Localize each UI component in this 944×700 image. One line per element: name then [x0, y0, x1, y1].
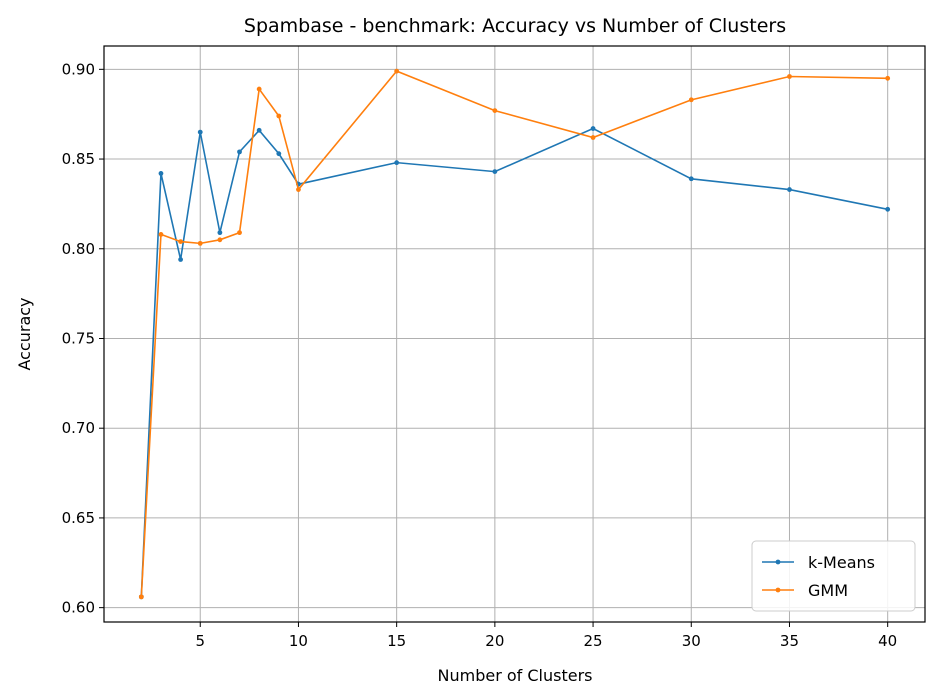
data-point-gmm: [138, 594, 144, 600]
series-layer: [138, 68, 891, 600]
x-tick-label: 15: [387, 632, 406, 650]
data-point-gmm: [276, 113, 282, 119]
series-k-means: [138, 126, 891, 600]
y-tick-label: 0.65: [62, 509, 95, 527]
data-point-gmm: [590, 135, 596, 140]
data-point-k-means: [787, 187, 792, 192]
y-tick-label: 0.85: [62, 150, 95, 168]
x-tick-label: 25: [584, 632, 603, 650]
legend-label-gmm: GMM: [808, 581, 848, 600]
data-point-k-means: [237, 149, 242, 155]
data-point-gmm: [885, 75, 891, 81]
data-point-gmm: [158, 232, 164, 237]
chart-title: Spambase - benchmark: Accuracy vs Number…: [244, 15, 786, 37]
legend-marker-gmm: [775, 587, 781, 593]
data-point-gmm: [217, 237, 223, 243]
x-tick-label: 20: [485, 632, 504, 650]
y-tick-label: 0.70: [62, 419, 95, 437]
x-axis-ticks: 5 10 15 20 25 30 35 40: [195, 622, 897, 650]
data-point-gmm: [197, 240, 203, 246]
series-line-k-means: [140, 127, 888, 597]
y-tick-label: 0.75: [62, 329, 95, 347]
y-tick-label: 0.80: [62, 240, 95, 258]
legend-box: [751, 540, 916, 612]
legend: k-Means GMM: [751, 540, 916, 612]
data-point-k-means: [178, 257, 184, 262]
data-point-k-means: [276, 151, 282, 157]
data-point-k-means: [885, 206, 891, 212]
data-point-gmm: [256, 86, 262, 92]
y-tick-label: 0.90: [62, 60, 95, 78]
data-point-k-means: [158, 171, 164, 176]
data-point-gmm: [237, 230, 242, 236]
data-point-gmm: [394, 68, 400, 74]
legend-label-k-means: k-Means: [808, 553, 875, 572]
x-axis-label: Number of Clusters: [438, 666, 593, 685]
x-tick-label: 10: [289, 632, 308, 650]
plot-frame: [103, 45, 926, 623]
data-point-gmm: [178, 239, 184, 244]
data-point-k-means: [217, 230, 223, 236]
y-axis-ticks: 0.60 0.65 0.70 0.75 0.80 0.85 0.90: [62, 60, 104, 617]
legend-marker-k-means: [775, 559, 781, 565]
data-point-gmm: [787, 74, 792, 79]
x-tick-label: 5: [195, 632, 205, 650]
series-gmm: [138, 68, 891, 600]
data-point-k-means: [590, 126, 596, 131]
x-tick-label: 40: [878, 632, 897, 650]
x-tick-label: 30: [682, 632, 701, 650]
data-point-gmm: [296, 187, 301, 192]
y-axis-label: Accuracy: [15, 297, 34, 370]
data-point-k-means: [492, 169, 498, 175]
data-point-k-means: [394, 160, 400, 166]
data-point-k-means: [256, 127, 262, 133]
data-point-k-means: [688, 176, 694, 182]
grid-lines: [104, 46, 925, 622]
data-point-k-means: [197, 129, 203, 135]
y-tick-label: 0.60: [62, 599, 95, 617]
data-point-gmm: [688, 97, 694, 103]
data-point-gmm: [492, 108, 498, 113]
x-tick-label: 35: [780, 632, 799, 650]
